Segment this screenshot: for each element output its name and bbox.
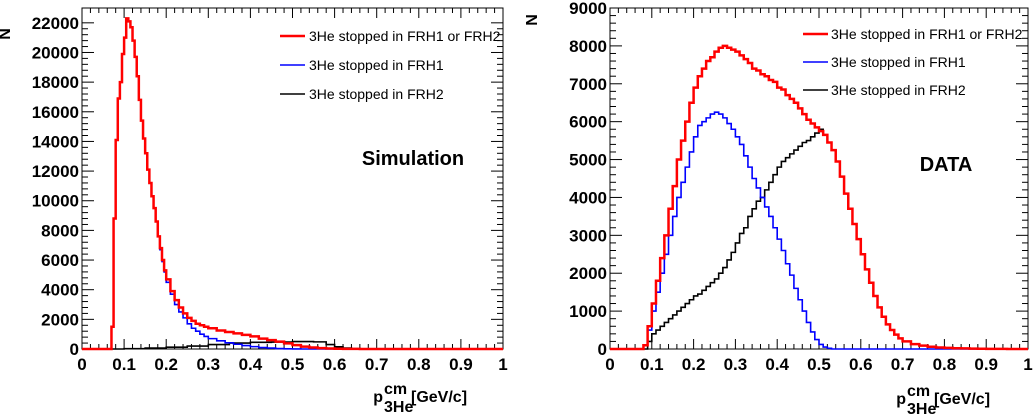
y-tick-label: 8000 — [41, 221, 79, 240]
y-tick-label: 18000 — [32, 73, 79, 92]
x-tick-label: 0 — [605, 355, 614, 374]
x-tick-label: 0.8 — [933, 355, 957, 374]
y-tick-label: 3000 — [569, 226, 607, 245]
y-tick-label: 6000 — [569, 113, 607, 132]
x-tick-label: 0.7 — [891, 355, 915, 374]
x-tick-label: 1 — [1023, 355, 1032, 374]
x-axis-label-main: p — [373, 389, 383, 406]
y-tick-label: 2000 — [41, 310, 79, 329]
chart-annotation: DATA — [920, 154, 973, 176]
series-line-1 — [82, 17, 503, 351]
x-axis-label-sup: cm — [384, 381, 407, 398]
y-tick-label: 1000 — [569, 302, 607, 321]
x-tick-label: 0.9 — [449, 355, 473, 374]
y-tick-label: 5000 — [569, 151, 607, 170]
legend: 3He stopped in FRH1 or FRH2 3He stopped i… — [280, 28, 501, 102]
y-tick-label: 14000 — [32, 132, 79, 151]
legend: 3He stopped in FRH1 or FRH2 3He stopped i… — [803, 26, 1023, 98]
y-tick-label: 0 — [598, 340, 607, 359]
x-tick-label: 1 — [498, 355, 507, 374]
legend-label-3: 3He stopped in FRH2 — [309, 86, 444, 102]
chart-annotation: Simulation — [362, 148, 464, 170]
x-tick-label: 0.5 — [807, 355, 831, 374]
x-tick-label: 0.1 — [640, 355, 664, 374]
series-line-2 — [610, 111, 1028, 350]
x-axis-label-sub: 3He — [384, 399, 413, 416]
y-tick-label: 12000 — [32, 162, 79, 181]
y-axis-label: N — [0, 28, 14, 40]
x-tick-label: 0.6 — [323, 355, 347, 374]
y-tick-label: 16000 — [32, 103, 79, 122]
y-tick-label: 20000 — [32, 43, 79, 62]
x-axis-label-unit: [GeV/c] — [411, 389, 467, 406]
legend-label-3: 3He stopped in FRH2 — [831, 82, 966, 98]
x-axis-label-main: p — [896, 391, 906, 408]
x-tick-label: 0 — [77, 355, 86, 374]
y-tick-label: 8000 — [569, 37, 607, 56]
x-tick-label: 0.3 — [196, 355, 220, 374]
x-tick-label: 0.3 — [724, 355, 748, 374]
y-tick-label: 6000 — [41, 251, 79, 270]
y-tick-label: 4000 — [41, 281, 79, 300]
x-tick-label: 0.2 — [682, 355, 706, 374]
x-tick-label: 0.4 — [765, 355, 789, 374]
x-axis-label-unit: [GeV/c] — [934, 391, 990, 408]
x-axis-label-sub: 3He — [907, 401, 936, 418]
y-tick-label: 0 — [70, 340, 79, 359]
x-tick-label: 0.5 — [281, 355, 305, 374]
y-tick-label: 2000 — [569, 264, 607, 283]
x-tick-label: 0.9 — [974, 355, 998, 374]
x-tick-label: 0.6 — [849, 355, 873, 374]
legend-label-1: 3He stopped in FRH1 or FRH2 — [831, 26, 1023, 42]
x-tick-label: 0.7 — [365, 355, 389, 374]
series-line-1 — [610, 44, 1028, 351]
y-tick-label: 4000 — [569, 188, 607, 207]
y-tick-label: 10000 — [32, 192, 79, 211]
x-axis-label-sup: cm — [907, 383, 930, 400]
y-axis-label: N — [524, 14, 541, 26]
legend-label-2: 3He stopped in FRH1 — [831, 54, 966, 70]
x-tick-label: 0.2 — [154, 355, 178, 374]
x-tick-label: 0.4 — [239, 355, 263, 374]
chart-panel-2: 0 0.1 0.2 0.3 0.4 0.5 0.6 0.7 0.8 0.9 1 0 1000 2000 30… — [524, 0, 1033, 418]
y-tick-label: 7000 — [569, 75, 607, 94]
x-tick-label: 0.1 — [112, 355, 136, 374]
y-tick-label: 22000 — [32, 14, 79, 33]
y-tick-label: 9000 — [569, 0, 607, 18]
legend-label-1: 3He stopped in FRH1 or FRH2 — [309, 28, 501, 44]
legend-label-2: 3He stopped in FRH1 — [309, 57, 444, 73]
x-tick-label: 0.8 — [407, 355, 431, 374]
chart-panel-1: 0 0.1 0.2 0.3 0.4 0.5 0.6 0.7 0.8 0.9 1 0 2000 4000 60… — [0, 7, 508, 416]
